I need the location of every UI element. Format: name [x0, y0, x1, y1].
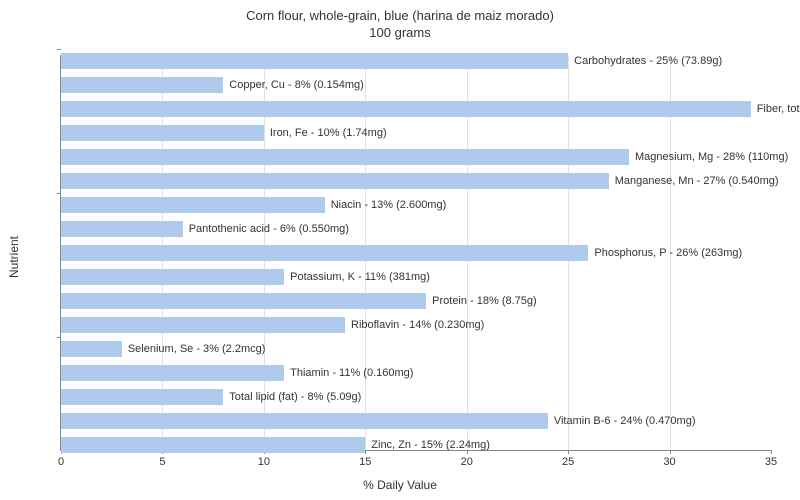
- x-tick-label: 5: [159, 456, 165, 468]
- bar: Pantothenic acid - 6% (0.550mg): [61, 221, 183, 237]
- bar-label: Selenium, Se - 3% (2.2mcg): [122, 343, 266, 355]
- title-line-2: 100 grams: [369, 25, 430, 40]
- y-axis-label: Nutrient: [7, 236, 21, 278]
- bar-row: Magnesium, Mg - 28% (110mg): [61, 149, 771, 165]
- x-tick-label: 25: [562, 456, 574, 468]
- bar: Thiamin - 11% (0.160mg): [61, 365, 284, 381]
- x-tick-mark: [771, 450, 772, 454]
- y-tick-mark: [57, 49, 61, 50]
- bar: Manganese, Mn - 27% (0.540mg): [61, 173, 609, 189]
- bar: Niacin - 13% (2.600mg): [61, 197, 325, 213]
- x-tick-label: 15: [359, 456, 371, 468]
- bar-row: Riboflavin - 14% (0.230mg): [61, 317, 771, 333]
- bar-label: Manganese, Mn - 27% (0.540mg): [609, 175, 779, 187]
- bar: Selenium, Se - 3% (2.2mcg): [61, 341, 122, 357]
- bar: Vitamin B-6 - 24% (0.470mg): [61, 413, 548, 429]
- bar-row: Niacin - 13% (2.600mg): [61, 197, 771, 213]
- nutrient-chart: Corn flour, whole-grain, blue (harina de…: [0, 0, 800, 500]
- bar-label: Iron, Fe - 10% (1.74mg): [264, 127, 387, 139]
- bar-row: Protein - 18% (8.75g): [61, 293, 771, 309]
- bar-label: Pantothenic acid - 6% (0.550mg): [183, 223, 349, 235]
- bar: Phosphorus, P - 26% (263mg): [61, 245, 588, 261]
- bar-label: Copper, Cu - 8% (0.154mg): [223, 79, 364, 91]
- y-tick-mark: [57, 337, 61, 338]
- bar: Carbohydrates - 25% (73.89g): [61, 53, 568, 69]
- bar-row: Zinc, Zn - 15% (2.24mg): [61, 437, 771, 453]
- bar-row: Copper, Cu - 8% (0.154mg): [61, 77, 771, 93]
- bar: Copper, Cu - 8% (0.154mg): [61, 77, 223, 93]
- bar-label: Potassium, K - 11% (381mg): [284, 271, 430, 283]
- bar-row: Iron, Fe - 10% (1.74mg): [61, 125, 771, 141]
- bar: Protein - 18% (8.75g): [61, 293, 426, 309]
- x-axis-label: % Daily Value: [363, 478, 437, 492]
- bar-label: Magnesium, Mg - 28% (110mg): [629, 151, 788, 163]
- bar-row: Phosphorus, P - 26% (263mg): [61, 245, 771, 261]
- bar-row: Manganese, Mn - 27% (0.540mg): [61, 173, 771, 189]
- x-tick-label: 10: [258, 456, 270, 468]
- bar-label: Carbohydrates - 25% (73.89g): [568, 55, 722, 67]
- bar: Fiber, total dietary - 34% (8.4g): [61, 101, 751, 117]
- bar-label: Vitamin B-6 - 24% (0.470mg): [548, 415, 696, 427]
- bar-label: Fiber, total dietary - 34% (8.4g): [751, 103, 800, 115]
- bar: Potassium, K - 11% (381mg): [61, 269, 284, 285]
- bar-row: Potassium, K - 11% (381mg): [61, 269, 771, 285]
- y-tick-mark: [57, 193, 61, 194]
- bar-label: Niacin - 13% (2.600mg): [325, 199, 447, 211]
- bar: Riboflavin - 14% (0.230mg): [61, 317, 345, 333]
- x-tick-label: 20: [461, 456, 473, 468]
- bar-row: Selenium, Se - 3% (2.2mcg): [61, 341, 771, 357]
- bar: Magnesium, Mg - 28% (110mg): [61, 149, 629, 165]
- bar-label: Riboflavin - 14% (0.230mg): [345, 319, 484, 331]
- bar-label: Total lipid (fat) - 8% (5.09g): [223, 391, 361, 403]
- title-line-1: Corn flour, whole-grain, blue (harina de…: [246, 8, 554, 23]
- bar-label: Protein - 18% (8.75g): [426, 295, 537, 307]
- bar-row: Pantothenic acid - 6% (0.550mg): [61, 221, 771, 237]
- chart-title: Corn flour, whole-grain, blue (harina de…: [0, 0, 800, 42]
- bar: Iron, Fe - 10% (1.74mg): [61, 125, 264, 141]
- x-tick-label: 30: [663, 456, 675, 468]
- x-tick-label: 0: [58, 456, 64, 468]
- bar: Total lipid (fat) - 8% (5.09g): [61, 389, 223, 405]
- bar-label: Thiamin - 11% (0.160mg): [284, 367, 413, 379]
- bar-label: Zinc, Zn - 15% (2.24mg): [365, 439, 490, 451]
- bar: Zinc, Zn - 15% (2.24mg): [61, 437, 365, 453]
- x-tick-label: 35: [765, 456, 777, 468]
- bar-row: Total lipid (fat) - 8% (5.09g): [61, 389, 771, 405]
- bar-label: Phosphorus, P - 26% (263mg): [588, 247, 742, 259]
- bar-row: Thiamin - 11% (0.160mg): [61, 365, 771, 381]
- bar-row: Vitamin B-6 - 24% (0.470mg): [61, 413, 771, 429]
- plot-area: 05101520253035Carbohydrates - 25% (73.89…: [60, 55, 771, 451]
- bar-row: Fiber, total dietary - 34% (8.4g): [61, 101, 771, 117]
- bar-row: Carbohydrates - 25% (73.89g): [61, 53, 771, 69]
